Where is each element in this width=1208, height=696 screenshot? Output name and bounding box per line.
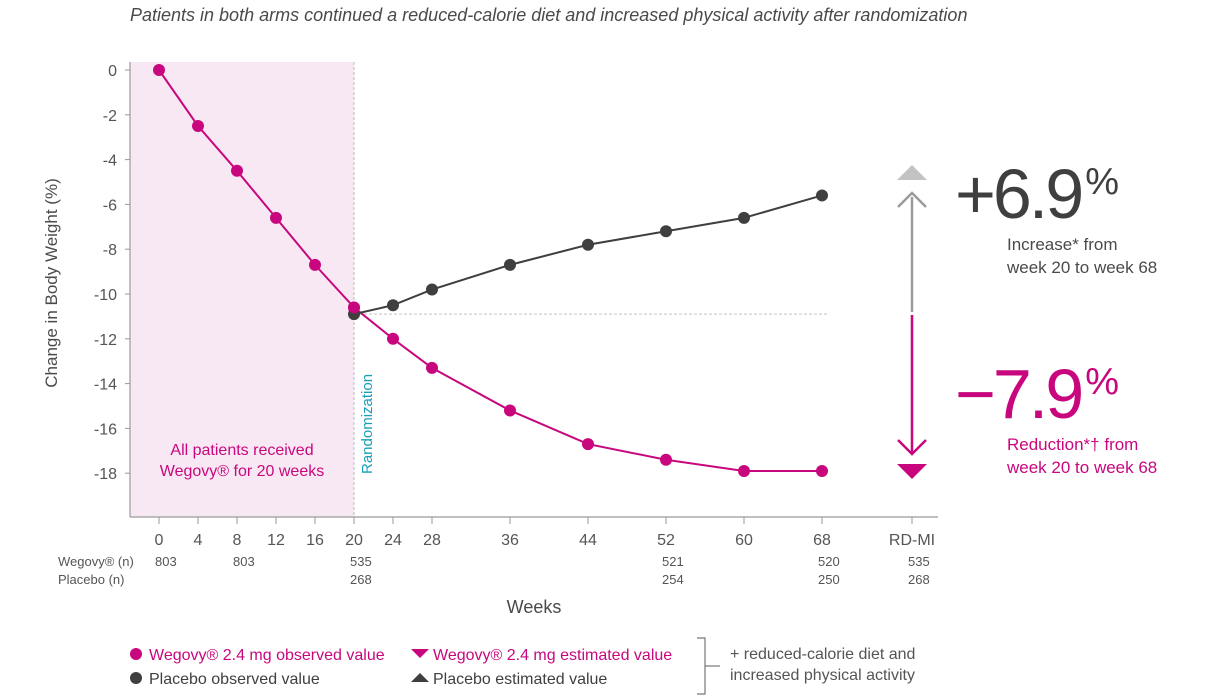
- n-table-cell: 268: [908, 572, 930, 587]
- wegovy-data-point: [504, 404, 516, 417]
- legend-item-label: Wegovy® 2.4 mg observed value: [149, 647, 385, 664]
- n-table-cell: 250: [818, 572, 840, 587]
- x-tick-label: 12: [267, 532, 285, 549]
- n-table-cell: 254: [662, 572, 684, 587]
- reduction-caption: week 20 to week 68: [1006, 458, 1157, 477]
- legend-triangle-up-icon: [411, 673, 429, 682]
- wegovy-data-point: [816, 464, 828, 477]
- wegovy-data-point: [348, 301, 360, 314]
- increase-arrow-head: [897, 191, 927, 208]
- legend-item-label: Wegovy® 2.4 mg estimated value: [433, 647, 672, 664]
- y-axis-label: Change in Body Weight (%): [42, 178, 61, 387]
- shaded-region-label: Wegovy® for 20 weeks: [160, 463, 324, 480]
- y-tick-label: -6: [103, 197, 117, 214]
- y-tick-label: -10: [94, 287, 117, 304]
- n-table-cell: 535: [350, 554, 372, 569]
- n-table-cell: 268: [350, 572, 372, 587]
- x-tick-label: 20: [345, 532, 363, 549]
- x-tick-label: 60: [735, 532, 753, 549]
- placebo-data-point: [738, 211, 750, 224]
- placebo-data-point: [816, 189, 828, 202]
- legend-note: increased physical activity: [730, 667, 915, 684]
- increase-caption: Increase* from: [1007, 235, 1118, 254]
- y-tick-label: -12: [94, 332, 117, 349]
- x-tick-label: 8: [233, 532, 242, 549]
- increase-value-unit: %: [1085, 161, 1118, 203]
- x-tick-label: 44: [579, 532, 597, 549]
- wegovy-data-point: [582, 438, 594, 451]
- increase-value-number: +6.9: [955, 155, 1081, 233]
- shaded-region-label: All patients received: [170, 442, 313, 459]
- legend-triangle-down-icon: [411, 649, 429, 658]
- y-tick-label: -2: [103, 108, 117, 125]
- x-axis-label: Weeks: [507, 597, 562, 617]
- increase-value: +6.9%: [955, 155, 1118, 233]
- wegovy-estimated-marker: [897, 463, 927, 479]
- randomization-label: Randomization: [359, 374, 376, 474]
- shaded-region: [129, 62, 354, 517]
- legend-circle-icon: [130, 672, 142, 684]
- n-table-cell: 521: [662, 554, 684, 569]
- legend-circle-icon: [130, 648, 142, 660]
- x-tick-label: RD-MI: [889, 532, 935, 549]
- legend-note: + reduced-calorie diet and: [730, 646, 915, 663]
- n-table-cell: 520: [818, 554, 840, 569]
- wegovy-data-point: [192, 120, 204, 132]
- x-tick-label: 16: [306, 532, 324, 549]
- reduction-caption: Reduction*† from: [1007, 435, 1138, 454]
- y-tick-label: -18: [94, 466, 117, 483]
- y-tick-label: -14: [94, 377, 117, 394]
- y-tick-label: -8: [103, 242, 117, 259]
- x-tick-label: 68: [813, 532, 831, 549]
- n-table-cell: 803: [233, 554, 255, 569]
- placebo-series-line: [353, 194, 823, 316]
- wegovy-data-point: [309, 258, 321, 271]
- chart-subtitle: Patients in both arms continued a reduce…: [130, 5, 968, 25]
- n-table-cell: 803: [155, 554, 177, 569]
- n-table-row-label: Placebo (n): [58, 572, 124, 587]
- placebo-data-point: [504, 258, 516, 271]
- wegovy-data-point: [231, 164, 243, 177]
- n-table-row-label: Wegovy® (n): [58, 554, 134, 569]
- reduction-value-number: −7.9: [955, 355, 1081, 433]
- x-tick-label: 36: [501, 532, 519, 549]
- wegovy-data-point: [426, 361, 438, 374]
- placebo-data-point: [582, 238, 594, 251]
- reduction-value-unit: %: [1085, 361, 1118, 403]
- x-tick-label: 28: [423, 532, 441, 549]
- increase-caption: week 20 to week 68: [1006, 258, 1157, 277]
- x-tick-label: 24: [384, 532, 402, 549]
- reduction-arrow-head: [897, 439, 927, 456]
- wegovy-data-point: [387, 332, 399, 345]
- legend-item-label: Placebo estimated value: [433, 671, 607, 688]
- x-tick-label: 0: [155, 532, 164, 549]
- y-tick-label: -4: [103, 153, 117, 170]
- x-tick-label: 52: [657, 532, 675, 549]
- legend-item-label: Placebo observed value: [149, 671, 320, 688]
- wegovy-data-point: [660, 453, 672, 466]
- placebo-estimated-marker: [897, 165, 927, 181]
- placebo-data-point: [660, 225, 672, 238]
- placebo-data-point: [426, 283, 438, 296]
- y-tick-label: -16: [94, 421, 117, 438]
- legend-bracket: [697, 637, 706, 695]
- n-table-cell: 535: [908, 554, 930, 569]
- y-tick-label: 0: [108, 63, 117, 80]
- wegovy-data-point: [153, 64, 165, 76]
- wegovy-data-point: [738, 464, 750, 477]
- x-tick-label: 4: [194, 532, 203, 549]
- placebo-data-point: [387, 299, 399, 312]
- wegovy-data-point: [270, 211, 282, 224]
- reduction-value: −7.9%: [955, 355, 1118, 433]
